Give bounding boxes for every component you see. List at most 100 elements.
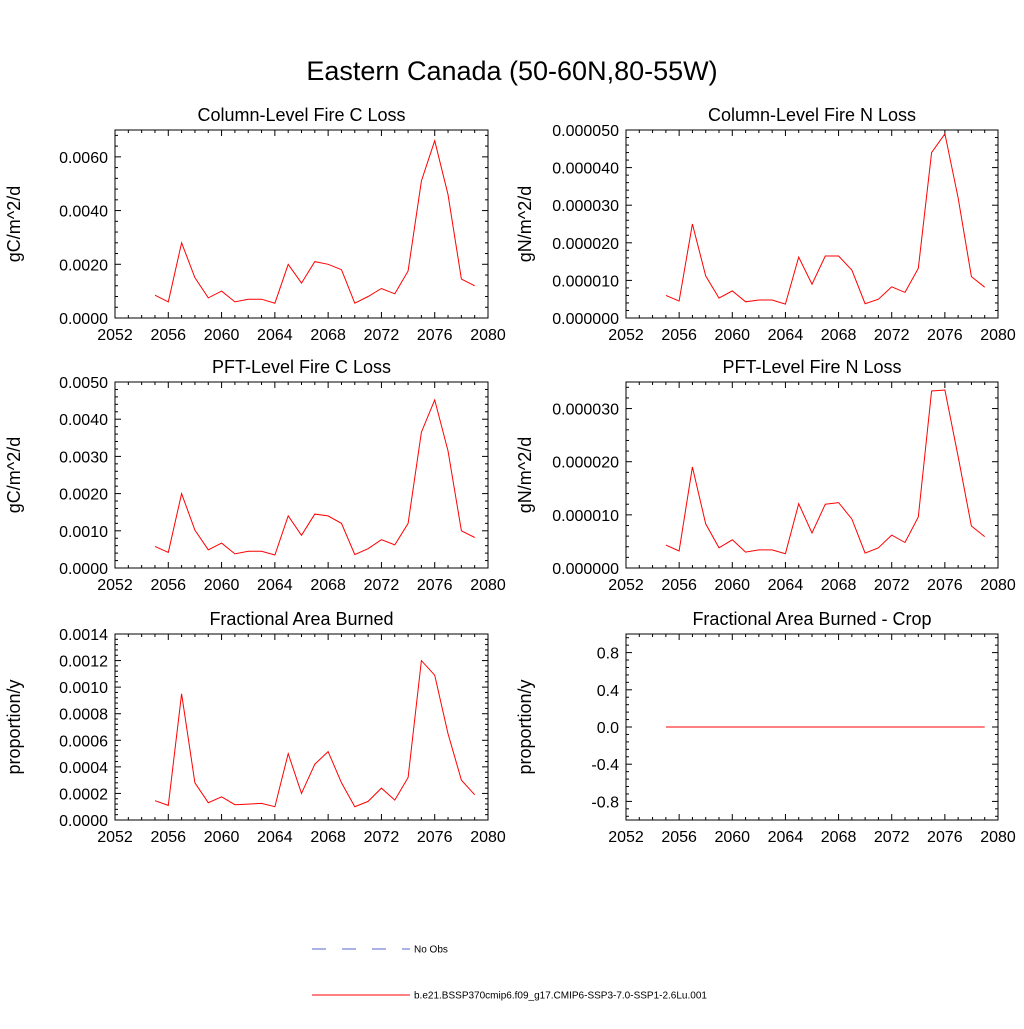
x-tick-label: 2060 — [714, 577, 750, 594]
y-tick-label: 0.0014 — [59, 627, 108, 644]
y-tick-label: 0.0004 — [59, 760, 108, 777]
y-axis-label: gN/m^2/d — [515, 437, 535, 513]
series-line — [665, 132, 986, 305]
y-tick-label: 0.0020 — [59, 487, 108, 504]
panel-title: Fractional Area Burned — [209, 609, 393, 629]
series-line — [154, 138, 475, 304]
y-axis-label: gC/m^2/d — [4, 437, 24, 513]
y-tick-label: -0.4 — [591, 757, 619, 774]
x-tick-label: 2080 — [980, 829, 1016, 846]
x-tick-label: 2068 — [310, 577, 346, 594]
y-tick-label: 0.0008 — [59, 707, 108, 724]
y-axis-label: proportion/y — [515, 679, 535, 774]
plot-frame — [625, 381, 999, 569]
panel-title: Fractional Area Burned - Crop — [692, 609, 931, 629]
x-tick-label: 2064 — [768, 327, 804, 344]
y-tick-label: 0.0000 — [59, 813, 108, 830]
x-tick-label: 2080 — [980, 327, 1016, 344]
y-tick-label: 0.0006 — [59, 733, 108, 750]
y-tick-label: 0.000000 — [552, 561, 619, 578]
x-tick-label: 2060 — [714, 829, 750, 846]
chart-panel: PFT-Level Fire C Loss gC/m^2/d 2052 2056 206… — [4, 357, 506, 594]
y-tick-label: 0.000030 — [552, 402, 619, 419]
plot-frame — [625, 129, 999, 319]
legend-label-no-obs: No Obs — [414, 945, 448, 956]
y-tick-label: 0.8 — [597, 646, 619, 663]
x-tick-label: 2076 — [417, 829, 453, 846]
x-tick-label: 2072 — [874, 577, 910, 594]
x-tick-label: 2068 — [821, 829, 857, 846]
x-tick-label: 2068 — [310, 327, 346, 344]
x-tick-label: 2056 — [150, 327, 186, 344]
x-tick-label: 2056 — [661, 577, 697, 594]
x-tick-label: 2068 — [310, 829, 346, 846]
figure-title: Eastern Canada (50-60N,80-55W) — [306, 56, 718, 86]
legend: No Obs b.e21.BSSP370cmip6.f09_g17.CMIP6-… — [312, 945, 707, 1002]
y-tick-label: 0.000010 — [552, 508, 619, 525]
x-tick-label: 2056 — [661, 327, 697, 344]
y-tick-label: 0.0010 — [59, 524, 108, 541]
x-tick-label: 2064 — [257, 829, 293, 846]
x-tick-label: 2060 — [714, 327, 750, 344]
y-tick-label: 0.4 — [597, 683, 619, 700]
y-axis-label: gN/m^2/d — [515, 186, 535, 262]
x-tick-label: 2060 — [204, 327, 240, 344]
x-tick-label: 2072 — [364, 829, 400, 846]
chart-panel: Column-Level Fire C Loss gC/m^2/d 2052 2056… — [4, 105, 506, 344]
y-tick-label: 0.000030 — [552, 198, 619, 215]
x-tick-label: 2060 — [204, 577, 240, 594]
x-tick-label: 2056 — [150, 829, 186, 846]
chart-panel: Column-Level Fire N Loss gN/m^2/d 2052 2056… — [515, 105, 1016, 344]
y-tick-label: 0.0010 — [59, 680, 108, 697]
y-tick-label: 0.0040 — [59, 204, 108, 221]
y-tick-label: 0.0 — [597, 720, 619, 737]
x-tick-label: 2072 — [364, 577, 400, 594]
x-tick-label: 2076 — [417, 327, 453, 344]
x-tick-label: 2052 — [97, 327, 133, 344]
x-tick-label: 2056 — [150, 577, 186, 594]
x-tick-label: 2076 — [417, 577, 453, 594]
x-tick-label: 2076 — [927, 327, 963, 344]
y-tick-label: 0.0060 — [59, 150, 108, 167]
x-tick-label: 2064 — [257, 577, 293, 594]
x-tick-label: 2052 — [97, 577, 133, 594]
y-tick-label: 0.0040 — [59, 412, 108, 429]
panel-title: PFT-Level Fire N Loss — [722, 357, 901, 377]
y-tick-label: 0.000050 — [552, 123, 619, 140]
series-line — [154, 398, 475, 556]
series-line — [154, 659, 476, 808]
x-tick-label: 2080 — [470, 577, 506, 594]
y-tick-label: 0.0012 — [59, 654, 108, 671]
series-line — [665, 389, 986, 555]
x-tick-label: 2072 — [364, 327, 400, 344]
x-tick-label: 2080 — [470, 829, 506, 846]
y-tick-label: 0.000020 — [552, 455, 619, 472]
x-tick-label: 2052 — [608, 577, 644, 594]
chart-panel: PFT-Level Fire N Loss gN/m^2/d 2052 2056 206… — [515, 357, 1016, 594]
y-tick-label: 0.0030 — [59, 449, 108, 466]
x-tick-label: 2052 — [608, 327, 644, 344]
panel-title: Column-Level Fire C Loss — [197, 105, 405, 125]
chart-panel: Fractional Area Burned - Crop proportion/… — [515, 609, 1016, 846]
x-tick-label: 2064 — [768, 829, 804, 846]
y-axis-label: gC/m^2/d — [4, 186, 24, 262]
chart-panel: Fractional Area Burned proportion/y 2052 20… — [4, 609, 506, 846]
x-tick-label: 2072 — [874, 829, 910, 846]
x-tick-label: 2076 — [927, 829, 963, 846]
y-tick-label: 0.000040 — [552, 161, 619, 178]
y-tick-label: 0.0020 — [59, 257, 108, 274]
x-tick-label: 2052 — [97, 829, 133, 846]
x-tick-label: 2068 — [821, 327, 857, 344]
y-tick-label: 0.0002 — [59, 786, 108, 803]
panel-title: PFT-Level Fire C Loss — [212, 357, 391, 377]
y-tick-label: 0.000010 — [552, 273, 619, 290]
legend-label-run: b.e21.BSSP370cmip6.f09_g17.CMIP6-SSP3-7.… — [414, 991, 707, 1002]
x-tick-label: 2068 — [821, 577, 857, 594]
y-tick-label: 0.000020 — [552, 236, 619, 253]
y-tick-label: -0.8 — [591, 794, 619, 811]
x-tick-label: 2080 — [470, 327, 506, 344]
y-axis-label: proportion/y — [4, 679, 24, 774]
x-tick-label: 2076 — [927, 577, 963, 594]
